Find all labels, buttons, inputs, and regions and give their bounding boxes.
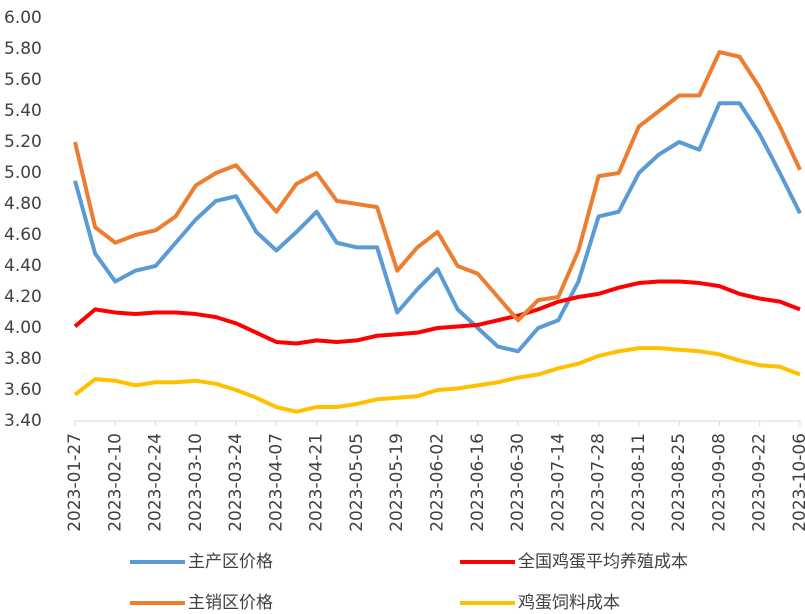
x-tick-label: 2023-08-25 bbox=[669, 433, 689, 532]
x-tick-label: 2023-04-07 bbox=[266, 433, 286, 532]
legend-label: 鸡蛋饲料成本 bbox=[518, 593, 620, 613]
x-tick-label: 2023-10-06 bbox=[790, 433, 805, 532]
x-tick-label: 2023-06-30 bbox=[508, 433, 528, 532]
x-tick-label: 2023-03-24 bbox=[226, 433, 246, 532]
series-line bbox=[73, 101, 802, 354]
x-tick-label: 2023-07-14 bbox=[548, 433, 568, 532]
y-tick-label: 4.60 bbox=[4, 225, 42, 245]
series-line bbox=[73, 346, 801, 414]
x-tick-label: 2023-03-10 bbox=[186, 433, 206, 532]
y-tick-label: 5.20 bbox=[4, 132, 42, 152]
x-tick-label: 2023-08-11 bbox=[629, 433, 649, 532]
x-tick-label: 2023-01-27 bbox=[65, 433, 85, 532]
y-tick-label: 6.00 bbox=[4, 8, 42, 28]
x-tick-label: 2023-09-08 bbox=[709, 433, 729, 532]
x-tick-label: 2023-06-02 bbox=[428, 433, 448, 532]
y-tick-label: 3.60 bbox=[4, 380, 42, 400]
series-line bbox=[73, 50, 802, 323]
y-tick-label: 4.20 bbox=[4, 287, 42, 307]
legend-label: 主产区价格 bbox=[188, 552, 273, 572]
x-tick-label: 2023-05-19 bbox=[387, 433, 407, 532]
y-tick-label: 3.80 bbox=[4, 349, 42, 369]
x-tick-label: 2023-09-22 bbox=[750, 433, 770, 532]
x-tick-label: 2023-02-24 bbox=[146, 433, 166, 532]
y-tick-label: 5.40 bbox=[4, 101, 42, 121]
x-tick-label: 2023-05-05 bbox=[347, 433, 367, 532]
legend-label: 主销区价格 bbox=[188, 593, 273, 613]
x-tick-label: 2023-06-16 bbox=[468, 433, 488, 532]
y-tick-label: 4.80 bbox=[4, 194, 42, 214]
series-line bbox=[73, 279, 801, 346]
x-tick-label: 2023-07-28 bbox=[589, 433, 609, 532]
y-tick-label: 4.00 bbox=[4, 318, 42, 338]
x-tick-label: 2023-02-10 bbox=[105, 433, 125, 532]
y-tick-label: 3.40 bbox=[4, 411, 42, 431]
y-tick-label: 5.60 bbox=[4, 70, 42, 90]
x-tick-label: 2023-04-21 bbox=[307, 433, 327, 532]
y-tick-label: 5.80 bbox=[4, 39, 42, 59]
legend-label: 全国鸡蛋平均养殖成本 bbox=[518, 552, 688, 572]
y-tick-label: 5.00 bbox=[4, 163, 42, 183]
y-tick-label: 4.40 bbox=[4, 256, 42, 276]
